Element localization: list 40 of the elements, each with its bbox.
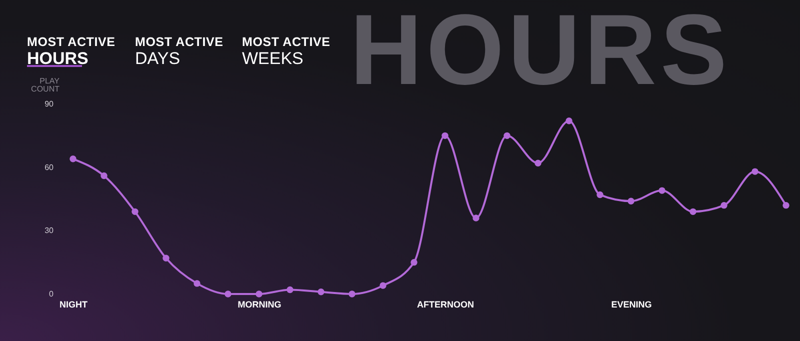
- point: [690, 208, 696, 216]
- point: [318, 288, 324, 296]
- point: [410, 258, 418, 266]
- point: [566, 118, 572, 124]
- point: [224, 290, 232, 298]
- point: [782, 202, 790, 209]
- x-tick-label: AFTERNOON: [417, 300, 474, 310]
- point: [504, 132, 510, 140]
- x-tick-label: EVENING: [611, 300, 652, 310]
- point: [752, 168, 758, 175]
- point: [286, 286, 294, 294]
- text: MOST ACTIVE: [242, 35, 330, 49]
- point: [472, 214, 480, 222]
- point: [596, 191, 604, 198]
- y-tick-label: 30: [44, 226, 54, 236]
- x-tick-label: MORNING: [238, 300, 282, 310]
- text: WEEKS: [242, 49, 304, 69]
- y-tick-label: 0: [49, 290, 54, 298]
- point: [194, 280, 200, 287]
- point: [348, 290, 356, 298]
- point: [256, 290, 262, 298]
- point: [534, 160, 542, 166]
- point: [100, 172, 108, 180]
- point: [658, 187, 666, 194]
- point: [720, 202, 728, 209]
- point: [132, 208, 138, 216]
- text: HOURS: [27, 49, 90, 69]
- y-tick-label: 90: [44, 100, 54, 108]
- y-tick-label: 60: [44, 162, 54, 172]
- point: [70, 156, 76, 162]
- text: DAYS: [135, 49, 182, 69]
- point: [162, 254, 170, 262]
- text: MOST ACTIVE: [27, 35, 116, 49]
- x-tick-label: NIGHT: [60, 300, 88, 310]
- annotation: HOURS: [350, 0, 732, 106]
- text: MOST ACTIVE: [135, 35, 224, 49]
- y-axis-title: PLAY COUNT: [31, 76, 60, 94]
- point: [442, 132, 448, 140]
- point: [628, 198, 634, 204]
- point: [380, 282, 386, 289]
